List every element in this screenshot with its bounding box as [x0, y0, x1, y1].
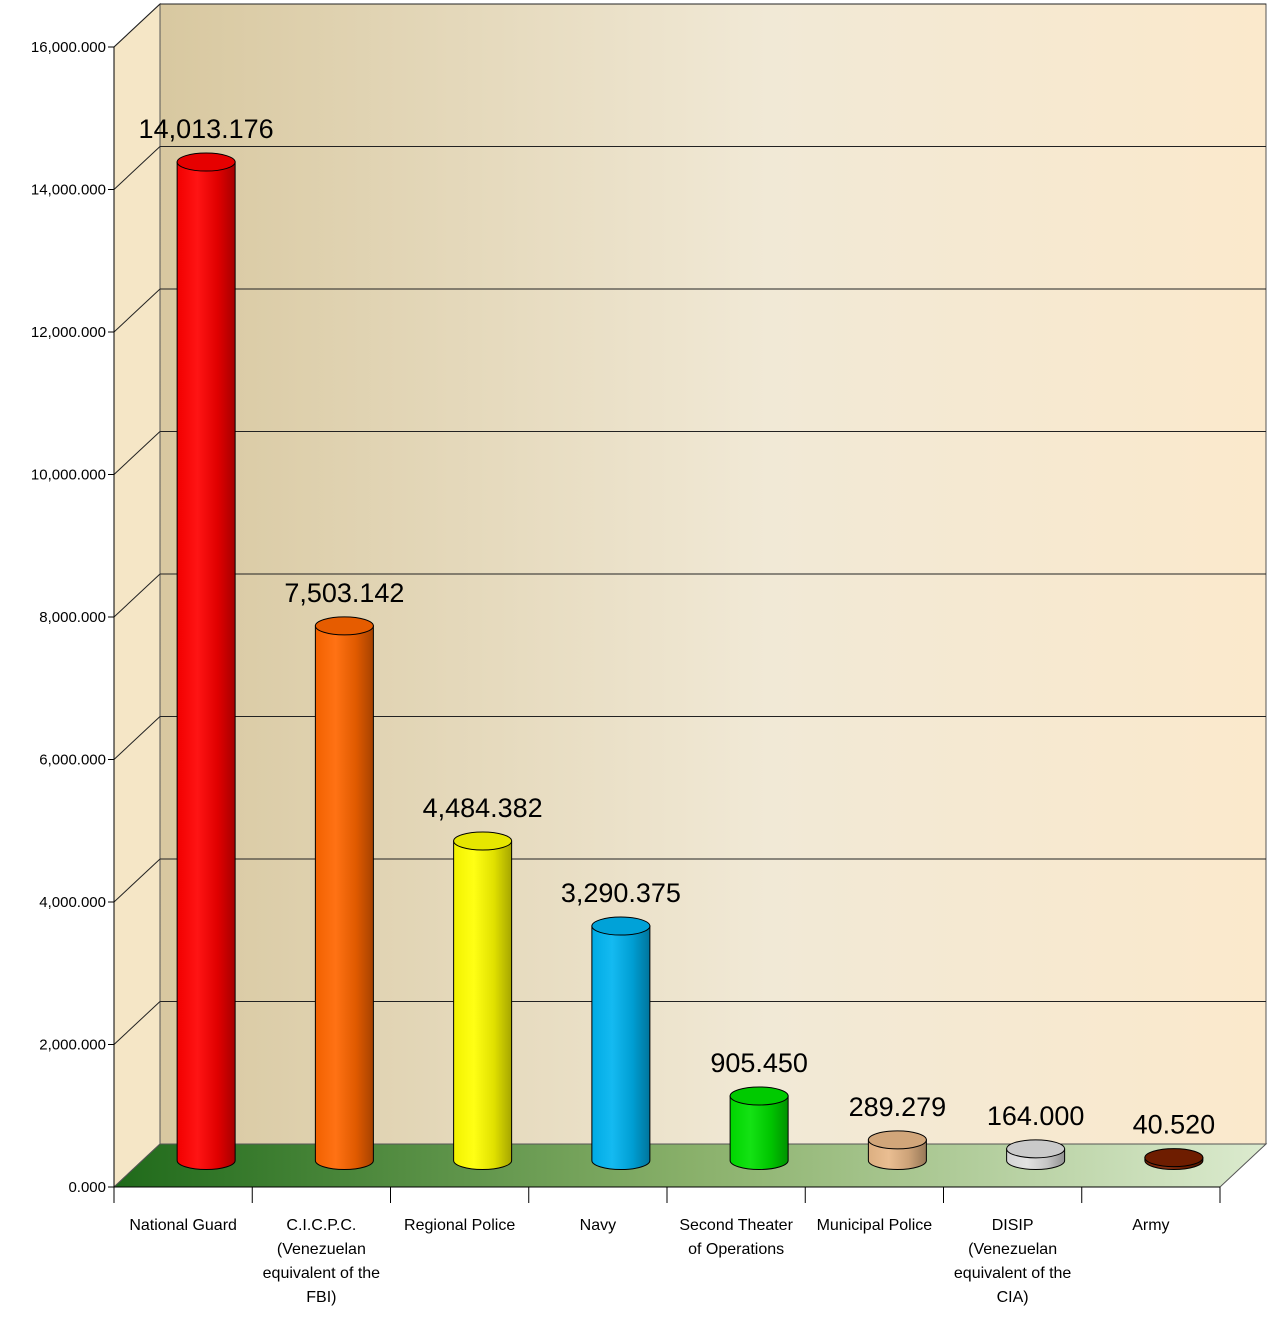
- y-tick-label: 2,000.000: [39, 1037, 106, 1054]
- bar-body: [314, 625, 374, 1170]
- x-tick-label: Navy: [580, 1217, 616, 1234]
- y-tick-label: 12,000.000: [31, 324, 106, 341]
- data-label: 14,013.176: [139, 114, 274, 144]
- bar: [729, 1086, 789, 1170]
- gridline-side: [113, 1001, 161, 1045]
- y-tick-label: 10,000.000: [31, 467, 106, 484]
- bar: [453, 831, 513, 1170]
- bar-top: [453, 831, 513, 851]
- data-label: 905.450: [710, 1048, 808, 1078]
- bar-body: [176, 161, 236, 1170]
- bar-top: [176, 152, 236, 172]
- x-tick-label: Regional Police: [404, 1217, 515, 1234]
- bar: [867, 1130, 927, 1170]
- x-tick-label: Second Theater of Operations: [679, 1217, 793, 1258]
- data-label: 7,503.142: [284, 578, 404, 608]
- gridline-side: [113, 146, 161, 190]
- gridline-side: [113, 288, 161, 333]
- data-label: 4,484.382: [423, 793, 543, 823]
- y-tick-label: 4,000.000: [39, 894, 106, 911]
- gridline-side: [113, 3, 161, 48]
- bar-top: [314, 616, 374, 636]
- x-tick-label: Army: [1132, 1217, 1169, 1234]
- bar-top: [591, 916, 651, 936]
- bar-body: [453, 840, 513, 1170]
- gridline-side: [113, 858, 161, 903]
- y-tick-label: 6,000.000: [39, 752, 106, 769]
- gridline-side: [113, 716, 161, 760]
- bar: [314, 616, 374, 1170]
- y-tick-label: 0.000: [68, 1179, 106, 1196]
- bar-top: [867, 1130, 927, 1150]
- data-label: 289.279: [849, 1092, 947, 1122]
- bar-body: [591, 925, 651, 1170]
- y-tick-label: 8,000.000: [39, 609, 106, 626]
- bar: [1006, 1139, 1066, 1170]
- x-tick-label: Municipal Police: [817, 1217, 933, 1234]
- y-tick-label: 16,000.000: [31, 39, 106, 56]
- data-label: 164.000: [987, 1101, 1085, 1131]
- bar: [591, 916, 651, 1170]
- y-tick-label: 14,000.000: [31, 182, 106, 199]
- bar-top: [1006, 1139, 1066, 1159]
- x-tick-label: C.I.C.P.C. (Venezuelan equivalent of the FB…: [263, 1217, 381, 1306]
- bar-top: [1144, 1148, 1204, 1168]
- x-tick-label: National Guard: [129, 1217, 237, 1234]
- bar: [176, 152, 236, 1170]
- floor: [112, 1143, 1268, 1188]
- data-label: 3,290.375: [561, 878, 681, 908]
- data-label: 40.520: [1133, 1110, 1216, 1140]
- x-tick-label: DISIP (Venezuelan equivalent of the CIA): [954, 1217, 1072, 1306]
- bar-top: [729, 1086, 789, 1106]
- bar-body: [729, 1095, 789, 1170]
- gridline-side: [113, 573, 161, 618]
- gridline-side: [113, 431, 161, 475]
- bar: [1144, 1148, 1204, 1170]
